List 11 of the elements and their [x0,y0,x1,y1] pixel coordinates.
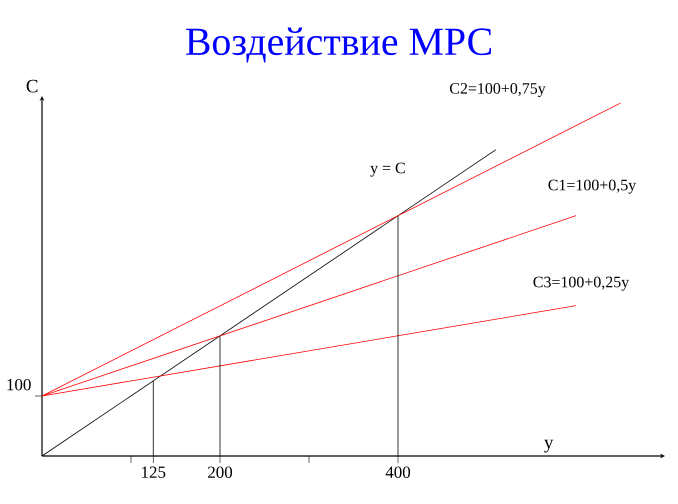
series-label: y = C [370,162,405,177]
text: 100 [7,378,31,390]
series-label: C3=100+0,25y [533,276,630,291]
series-label: C1=100+0,5y [548,180,636,194]
x-axis-title: y [544,440,554,452]
x-tick-label: 125 [142,466,166,478]
text: C2=100+0,75y [450,83,546,98]
y-axis-title: C [26,80,38,92]
chart-title: Воздействие МРС [186,28,491,62]
x-tick-label: 200 [208,466,232,478]
x-tick-label: 400 [386,466,410,478]
